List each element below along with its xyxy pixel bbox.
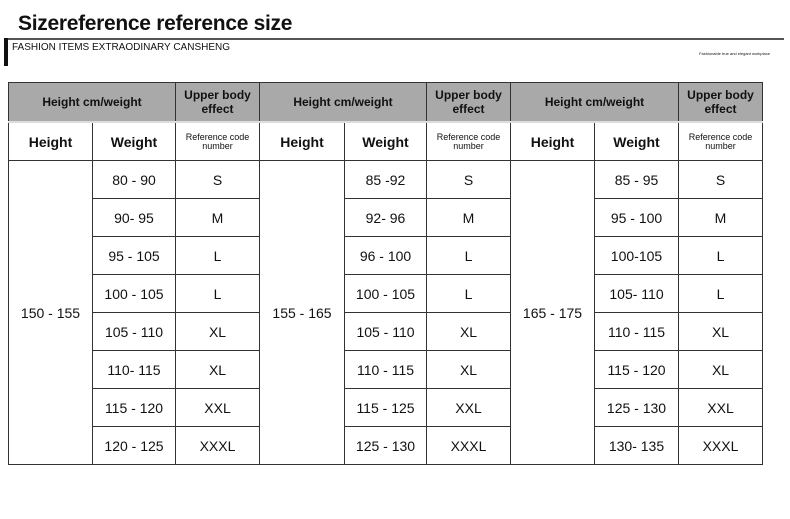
slogan: Fashionable true and elegant workplace: [699, 51, 770, 56]
weight-range: 110- 115: [92, 350, 176, 389]
size-code: XL: [426, 312, 511, 351]
weight-range: 105- 110: [594, 274, 679, 313]
size-code: XL: [678, 350, 763, 389]
weight-range: 90- 95: [92, 198, 176, 237]
size-code: M: [678, 198, 763, 237]
header-height-weight: Height cm/weight: [510, 82, 679, 123]
weight-range: 100-105: [594, 236, 679, 275]
subtitle: FASHION ITEMS EXTRAODINARY CANSHENG: [12, 42, 231, 53]
weight-range: 105 - 110: [92, 312, 176, 351]
divider: [8, 38, 784, 40]
size-code: L: [426, 236, 511, 275]
weight-range: 100 - 105: [92, 274, 176, 313]
header-upper-body-effect: Upper body effect: [175, 82, 260, 123]
table-row: 115 - 120 XXL 115 - 125 XXL 125 - 130 XXL: [9, 388, 763, 427]
height-range: 155 - 165: [259, 160, 345, 465]
size-code: XXL: [426, 388, 511, 427]
table-row: 100 - 105 L 100 - 105 L 105- 110 L: [9, 274, 763, 313]
header-height-weight: Height cm/weight: [8, 82, 176, 123]
weight-range: 125 - 130: [344, 426, 427, 465]
weight-range: 115 - 120: [92, 388, 176, 427]
table-row: 105 - 110 XL 105 - 110 XL 110 - 115 XL: [9, 312, 763, 351]
subheader-weight: Weight: [344, 121, 427, 161]
height-range: 150 - 155: [8, 160, 93, 465]
weight-range: 95 - 100: [594, 198, 679, 237]
size-code: XXL: [678, 388, 763, 427]
table-row: 90- 95 M 92- 96 M 95 - 100 M: [9, 198, 763, 237]
size-code: XXXL: [175, 426, 260, 465]
size-code: L: [175, 236, 260, 275]
size-code: XL: [426, 350, 511, 389]
size-table: Height cm/weight Upper body effect Height …: [8, 82, 763, 465]
table-row: 120 - 125 XXXL 125 - 130 XXXL 130- 135 XXXL: [9, 426, 763, 465]
page-title: Sizereference reference size: [18, 12, 293, 35]
size-code: S: [678, 160, 763, 199]
subheader-height: Height: [259, 121, 345, 161]
table-row: 95 - 105 L 96 - 100 L 100-105 L: [9, 236, 763, 275]
size-code: S: [426, 160, 511, 199]
size-code: L: [175, 274, 260, 313]
table-row: 150 - 155 80 - 90 S 155 - 165 85 -92 S 165 - 1…: [8, 160, 763, 465]
subheader-reference-code: Reference code number: [175, 121, 260, 161]
weight-range: 115 - 120: [594, 350, 679, 389]
weight-range: 130- 135: [594, 426, 679, 465]
size-code: M: [175, 198, 260, 237]
weight-range: 110 - 115: [594, 312, 679, 351]
weight-range: 110 - 115: [344, 350, 427, 389]
weight-range: 100 - 105: [344, 274, 427, 313]
subheader-weight: Weight: [594, 121, 679, 161]
size-code: L: [426, 274, 511, 313]
size-code: XXXL: [426, 426, 511, 465]
subheader-weight: Weight: [92, 121, 176, 161]
subheader-reference-code: Reference code number: [678, 121, 763, 161]
size-code: L: [678, 274, 763, 313]
weight-range: 80 - 90: [92, 160, 176, 199]
subheader-height: Height: [8, 121, 93, 161]
subheader-reference-code: Reference code number: [426, 121, 511, 161]
weight-range: 120 - 125: [92, 426, 176, 465]
weight-range: 115 - 125: [344, 388, 427, 427]
size-code: XL: [175, 350, 260, 389]
weight-range: 85 - 95: [594, 160, 679, 199]
header-upper-body-effect: Upper body effect: [426, 82, 511, 123]
table-row: 110- 115 XL 110 - 115 XL 115 - 120 XL: [9, 350, 763, 389]
header-height-weight: Height cm/weight: [259, 82, 427, 123]
weight-range: 125 - 130: [594, 388, 679, 427]
size-code: L: [678, 236, 763, 275]
size-code: S: [175, 160, 260, 199]
weight-range: 95 - 105: [92, 236, 176, 275]
subheader-height: Height: [510, 121, 595, 161]
accent-bar: [4, 38, 8, 66]
weight-range: 96 - 100: [344, 236, 427, 275]
size-code: XL: [678, 312, 763, 351]
header-upper-body-effect: Upper body effect: [678, 82, 763, 123]
size-code: XXL: [175, 388, 260, 427]
size-code: XL: [175, 312, 260, 351]
weight-range: 92- 96: [344, 198, 427, 237]
weight-range: 85 -92: [344, 160, 427, 199]
size-code: XXXL: [678, 426, 763, 465]
height-range: 165 - 175: [510, 160, 595, 465]
size-code: M: [426, 198, 511, 237]
weight-range: 105 - 110: [344, 312, 427, 351]
